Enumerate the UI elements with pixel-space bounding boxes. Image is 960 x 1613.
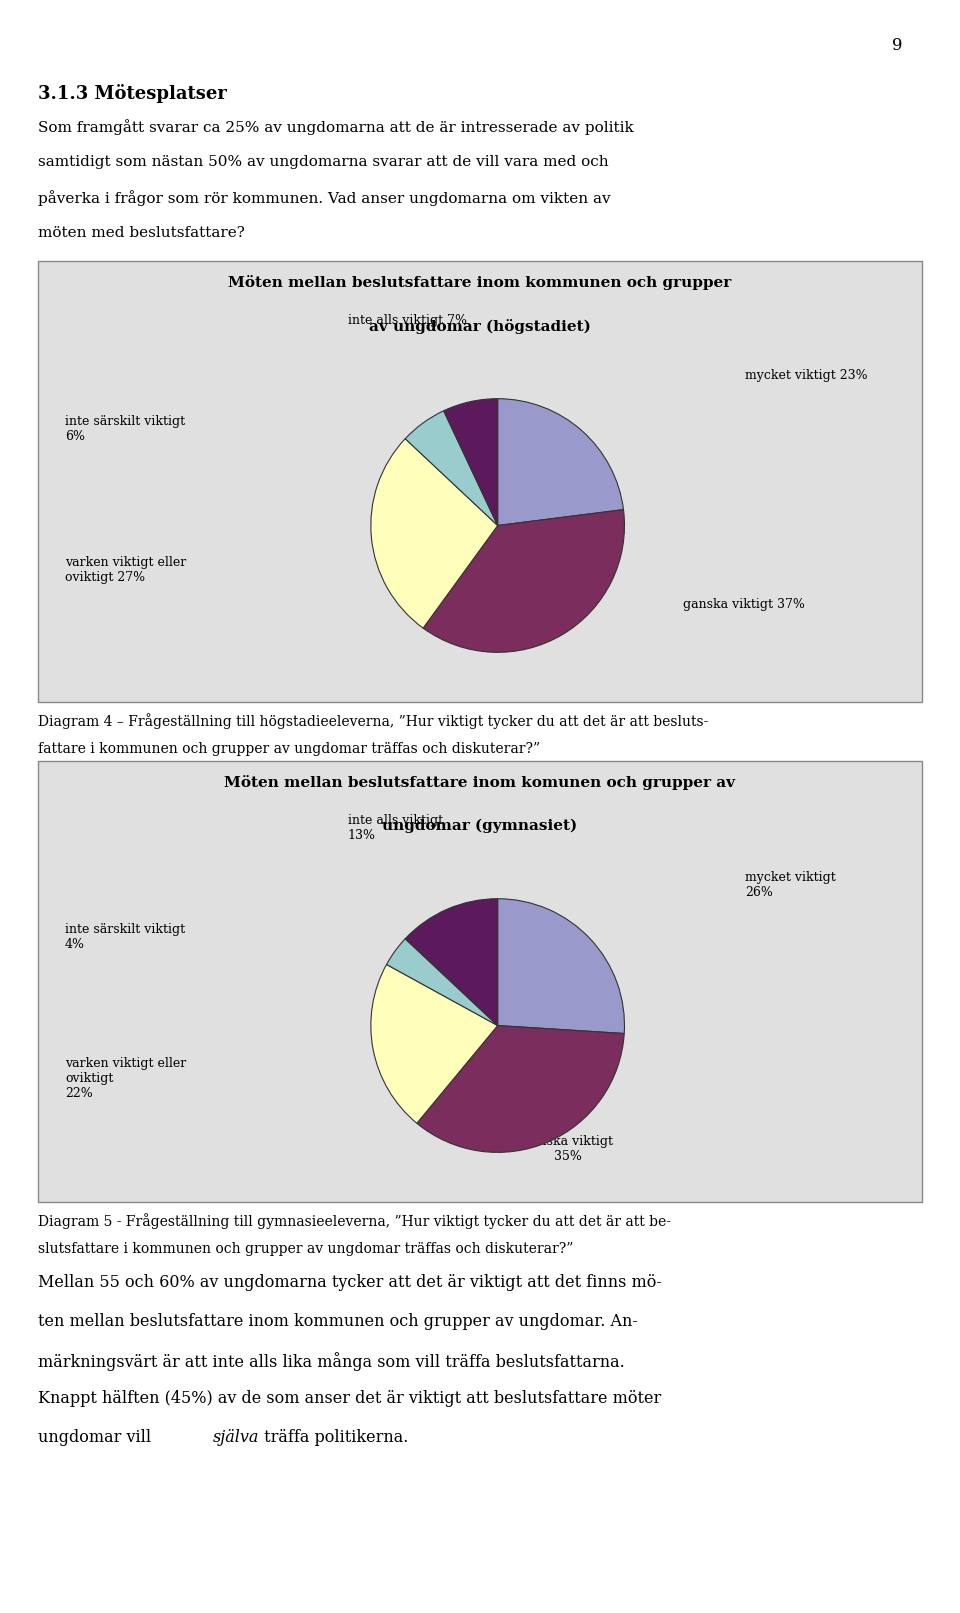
Text: Mellan 55 och 60% av ungdomarna tycker att det är viktigt att det finns mö-: Mellan 55 och 60% av ungdomarna tycker a… — [38, 1274, 662, 1292]
Text: själva: själva — [213, 1429, 259, 1447]
Text: ungdomar (gymnasiet): ungdomar (gymnasiet) — [382, 818, 578, 832]
Text: inte alls viktigt
13%: inte alls viktigt 13% — [348, 815, 443, 842]
Text: inte särskilt viktigt
4%: inte särskilt viktigt 4% — [65, 924, 185, 952]
Text: fattare i kommunen och grupper av ungdomar träffas och diskuterar?”: fattare i kommunen och grupper av ungdom… — [38, 742, 540, 756]
Text: ganska viktigt
35%: ganska viktigt 35% — [523, 1136, 613, 1163]
Text: Knappt hälften (45%) av de som anser det är viktigt att beslutsfattare möter: Knappt hälften (45%) av de som anser det… — [38, 1390, 661, 1408]
Text: mycket viktigt
26%: mycket viktigt 26% — [745, 871, 836, 898]
Text: Möten mellan beslutsfattare inom kommunen och grupper: Möten mellan beslutsfattare inom kommune… — [228, 274, 732, 289]
Text: märkningsvärt är att inte alls lika många som vill träffa beslutsfattarna.: märkningsvärt är att inte alls lika mång… — [38, 1352, 625, 1371]
Text: varken viktigt eller
oviktigt 27%: varken viktigt eller oviktigt 27% — [65, 555, 186, 584]
Text: inte alls viktigt 7%: inte alls viktigt 7% — [348, 315, 467, 327]
Text: 9: 9 — [892, 37, 902, 55]
Text: mycket viktigt 23%: mycket viktigt 23% — [745, 369, 868, 382]
Text: Som framgått svarar ca 25% av ungdomarna att de är intresserade av politik: Som framgått svarar ca 25% av ungdomarna… — [38, 119, 635, 135]
Text: ten mellan beslutsfattare inom kommunen och grupper av ungdomar. An-: ten mellan beslutsfattare inom kommunen … — [38, 1313, 638, 1331]
Text: inte särskilt viktigt
6%: inte särskilt viktigt 6% — [65, 415, 185, 442]
Text: Möten mellan beslutsfattare inom komunen och grupper av: Möten mellan beslutsfattare inom komunen… — [225, 774, 735, 789]
Text: slutsfattare i kommunen och grupper av ungdomar träffas och diskuterar?”: slutsfattare i kommunen och grupper av u… — [38, 1242, 574, 1257]
Text: möten med beslutsfattare?: möten med beslutsfattare? — [38, 226, 245, 240]
FancyBboxPatch shape — [38, 761, 922, 1202]
Text: Diagram 5 - Frågeställning till gymnasieeleverna, ”Hur viktigt tycker du att det: Diagram 5 - Frågeställning till gymnasie… — [38, 1213, 671, 1229]
Text: ganska viktigt 37%: ganska viktigt 37% — [684, 598, 805, 611]
Text: varken viktigt eller
oviktigt
22%: varken viktigt eller oviktigt 22% — [65, 1057, 186, 1100]
FancyBboxPatch shape — [38, 261, 922, 702]
Text: Diagram 4 – Frågeställning till högstadieeleverna, ”Hur viktigt tycker du att de: Diagram 4 – Frågeställning till högstadi… — [38, 713, 708, 729]
Text: träffa politikerna.: träffa politikerna. — [259, 1429, 409, 1447]
Text: 3.1.3 Mötesplatser: 3.1.3 Mötesplatser — [38, 84, 228, 103]
Text: samtidigt som nästan 50% av ungdomarna svarar att de vill vara med och: samtidigt som nästan 50% av ungdomarna s… — [38, 155, 609, 169]
Text: påverka i frågor som rör kommunen. Vad anser ungdomarna om vikten av: påverka i frågor som rör kommunen. Vad a… — [38, 190, 611, 206]
Text: av ungdomar (högstadiet): av ungdomar (högstadiet) — [369, 318, 591, 334]
Text: ungdomar vill: ungdomar vill — [38, 1429, 156, 1447]
